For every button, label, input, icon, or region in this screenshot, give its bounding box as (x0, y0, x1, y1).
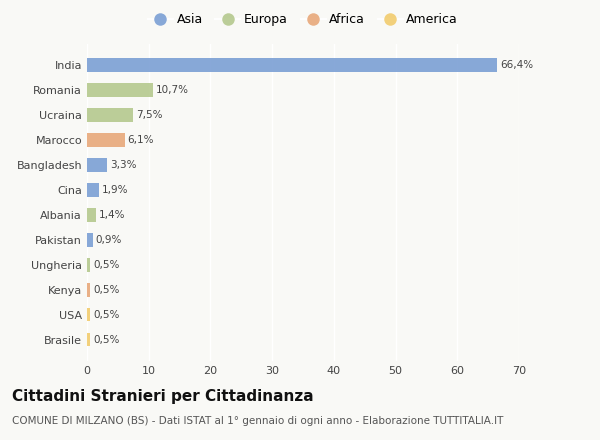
Legend: Asia, Europa, Africa, America: Asia, Europa, Africa, America (143, 8, 463, 31)
Text: 0,5%: 0,5% (93, 260, 119, 270)
Text: 0,5%: 0,5% (93, 334, 119, 345)
Bar (87, 183, 99, 197)
Bar (87, 59, 497, 72)
Bar (87, 208, 95, 222)
Text: 1,4%: 1,4% (99, 210, 125, 220)
Text: 7,5%: 7,5% (136, 110, 163, 120)
Text: Cittadini Stranieri per Cittadinanza: Cittadini Stranieri per Cittadinanza (12, 389, 314, 404)
Text: 1,9%: 1,9% (102, 185, 128, 195)
Bar (87, 83, 153, 97)
Bar (87, 283, 90, 297)
Text: 66,4%: 66,4% (500, 60, 533, 70)
Text: 3,3%: 3,3% (110, 160, 137, 170)
Bar (87, 308, 90, 322)
Bar (87, 108, 133, 122)
Bar (87, 233, 92, 247)
Text: COMUNE DI MILZANO (BS) - Dati ISTAT al 1° gennaio di ogni anno - Elaborazione TU: COMUNE DI MILZANO (BS) - Dati ISTAT al 1… (12, 416, 503, 426)
Bar (87, 133, 125, 147)
Bar (87, 158, 107, 172)
Text: 10,7%: 10,7% (156, 85, 189, 95)
Text: 6,1%: 6,1% (128, 135, 154, 145)
Text: 0,9%: 0,9% (95, 235, 122, 245)
Bar (87, 333, 90, 346)
Text: 0,5%: 0,5% (93, 310, 119, 319)
Text: 0,5%: 0,5% (93, 285, 119, 295)
Bar (87, 258, 90, 271)
